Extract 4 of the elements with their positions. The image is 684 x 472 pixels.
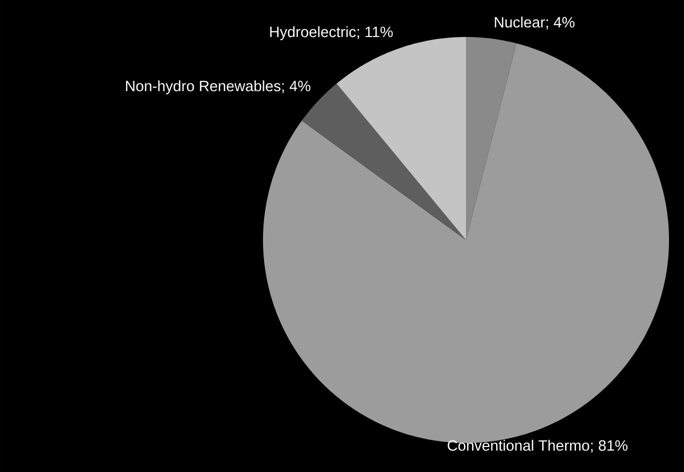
slice-label: Conventional Thermo; 81% (448, 440, 628, 453)
slice-label: Nuclear; 4% (494, 16, 574, 30)
slice-label: Non-hydro Renewables; 4% (126, 80, 310, 94)
slice-label: Hydroelectric; 11% (270, 26, 393, 40)
